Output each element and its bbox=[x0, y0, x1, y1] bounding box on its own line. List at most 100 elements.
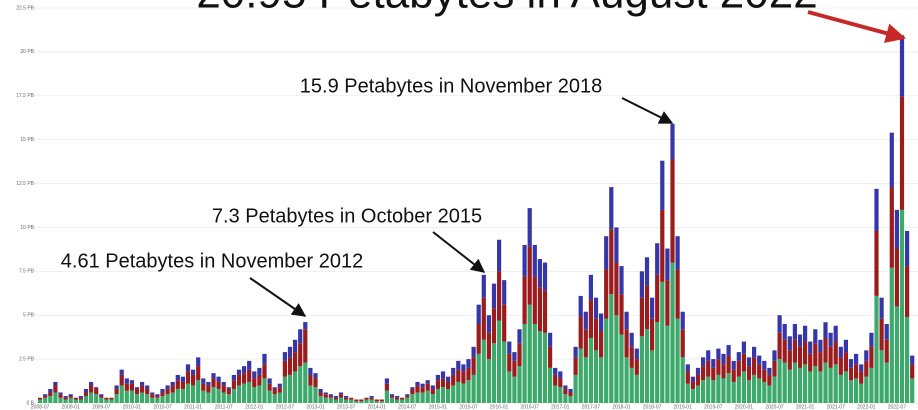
bar-segment bbox=[466, 367, 471, 381]
bar-segment bbox=[782, 324, 787, 340]
bar-segment bbox=[129, 383, 134, 391]
bar-segment bbox=[114, 388, 119, 395]
bar-segment bbox=[583, 311, 588, 330]
bar-segment bbox=[787, 350, 792, 370]
bar-segment bbox=[313, 373, 318, 379]
bar-segment bbox=[206, 381, 211, 386]
x-tick-label: 2015-01 bbox=[429, 404, 448, 410]
bar-segment bbox=[446, 376, 451, 382]
bar-segment bbox=[537, 331, 542, 403]
bar-segment bbox=[252, 387, 257, 403]
bar-segment bbox=[247, 369, 252, 382]
bar-segment bbox=[675, 236, 680, 270]
bar-segment bbox=[206, 385, 211, 393]
bar-segment bbox=[726, 373, 731, 403]
bar-segment bbox=[140, 385, 145, 393]
bar-segment bbox=[175, 380, 180, 389]
bar-segment bbox=[175, 388, 180, 403]
bar-segment bbox=[185, 371, 191, 384]
bar-segment bbox=[502, 304, 507, 342]
bar-segment bbox=[369, 399, 374, 403]
bar-segment bbox=[308, 385, 313, 403]
bar-segment bbox=[675, 318, 680, 403]
bar-segment bbox=[588, 274, 593, 300]
bar-segment bbox=[313, 378, 318, 388]
bar-segment bbox=[660, 281, 665, 403]
bar-segment bbox=[731, 360, 736, 370]
bar-segment bbox=[507, 353, 512, 372]
bar-segment bbox=[772, 360, 777, 377]
bar-segment bbox=[185, 383, 191, 403]
bar-segment bbox=[313, 387, 318, 403]
bar-segment bbox=[129, 380, 134, 384]
bar-segment bbox=[216, 381, 221, 389]
bar-segment bbox=[150, 392, 155, 395]
bar-segment bbox=[349, 397, 354, 400]
bar-segment bbox=[451, 367, 456, 375]
bar-segment bbox=[53, 385, 58, 393]
bar-segment bbox=[889, 267, 894, 403]
bar-segment bbox=[716, 359, 721, 375]
bar-segment bbox=[272, 388, 277, 395]
bar-segment bbox=[211, 387, 216, 403]
bar-segment bbox=[803, 341, 808, 365]
bar-segment bbox=[731, 381, 736, 403]
bar-segment bbox=[99, 394, 104, 396]
bar-segment bbox=[267, 378, 272, 384]
bar-segment bbox=[787, 369, 792, 403]
bar-segment bbox=[298, 329, 303, 344]
bar-segment bbox=[165, 388, 170, 395]
bar-segment bbox=[252, 371, 257, 379]
bar-segment bbox=[746, 357, 752, 367]
bar-segment bbox=[374, 401, 379, 403]
y-tick-label: 17.5 PB bbox=[16, 93, 34, 99]
bar-segment bbox=[604, 236, 609, 270]
bar-segment bbox=[792, 324, 797, 340]
x-tick-label: 2010-07 bbox=[153, 404, 172, 410]
bar-segment bbox=[410, 388, 415, 395]
bar-segment bbox=[338, 397, 344, 403]
bar-segment bbox=[690, 381, 695, 389]
bar-segment bbox=[905, 316, 910, 403]
bar-segment bbox=[634, 348, 639, 360]
bar-segment bbox=[818, 371, 823, 403]
bar-segment bbox=[440, 387, 446, 403]
bar-segment bbox=[323, 394, 328, 398]
bar-segment bbox=[894, 306, 899, 403]
bar-segment bbox=[512, 376, 517, 403]
bar-segment bbox=[599, 331, 604, 358]
bar-segment bbox=[716, 374, 721, 403]
bar-segment bbox=[752, 346, 757, 358]
title-arrow bbox=[807, 10, 906, 43]
bar-segment bbox=[772, 350, 777, 361]
bar-segment bbox=[604, 269, 609, 319]
bar-segment bbox=[216, 376, 221, 382]
bar-segment bbox=[119, 369, 124, 375]
bar-segment bbox=[160, 388, 165, 393]
y-tick-label: 7.5 PB bbox=[19, 269, 35, 275]
bar-segment bbox=[476, 304, 481, 324]
bar-segment bbox=[451, 385, 456, 403]
chart-title: 20.95 Petabytes in August 2022 bbox=[196, 0, 817, 18]
bar-segment bbox=[471, 357, 476, 375]
bar-segment bbox=[818, 339, 823, 353]
bar-segment bbox=[481, 339, 486, 403]
bar-segment bbox=[119, 374, 124, 386]
bar-segment bbox=[466, 359, 471, 368]
bar-segment bbox=[818, 352, 823, 372]
bar-segment bbox=[746, 380, 752, 403]
bar-segment bbox=[415, 381, 420, 386]
bar-segment bbox=[537, 287, 542, 332]
bar-segment bbox=[548, 367, 553, 403]
bar-segment bbox=[451, 374, 456, 386]
bar-segment bbox=[145, 385, 150, 389]
bar-segment bbox=[405, 394, 410, 396]
bar-segment bbox=[772, 376, 777, 403]
bar-segment bbox=[833, 341, 838, 365]
bar-segment bbox=[272, 394, 277, 403]
bar-segment bbox=[884, 339, 889, 363]
bar-segment bbox=[333, 397, 338, 400]
bar-segment bbox=[542, 332, 548, 403]
bar-segment bbox=[537, 259, 542, 288]
bar-segment bbox=[226, 387, 231, 389]
